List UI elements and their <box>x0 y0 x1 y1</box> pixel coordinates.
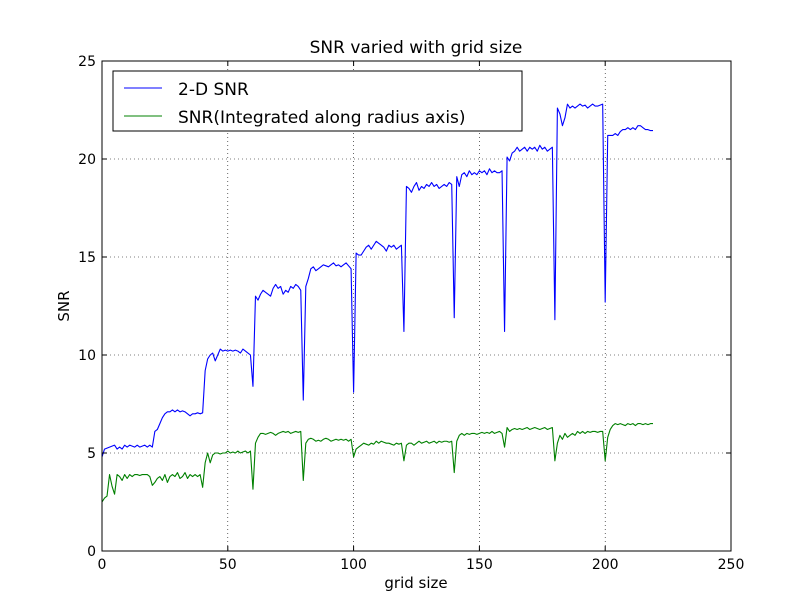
y-tick-label: 10 <box>78 348 96 364</box>
tick-layer: 0 50 100 150 200 250 0 5 10 15 20 25 <box>78 54 744 573</box>
y-tick-label: 20 <box>78 152 96 168</box>
legend-label-integrated-snr: SNR(Integrated along radius axis) <box>178 108 466 128</box>
x-axis-label: grid size <box>384 574 447 592</box>
x-tick-label: 150 <box>466 557 493 573</box>
chart-title: SNR varied with grid size <box>310 38 523 58</box>
legend-box <box>112 70 523 132</box>
legend: 2-D SNR SNR(Integrated along radius axis… <box>112 70 523 132</box>
series-layer <box>101 103 653 503</box>
y-axis-label: SNR <box>55 290 73 321</box>
y-tick-label: 0 <box>87 544 96 560</box>
series-line-2d-snr <box>101 103 653 458</box>
x-tick-label: 50 <box>219 557 237 573</box>
legend-label-2d-snr: 2-D SNR <box>178 80 249 100</box>
x-tick-label: 200 <box>592 557 619 573</box>
x-tick-label: 0 <box>98 557 107 573</box>
plot-frame <box>101 60 732 552</box>
grid-layer <box>102 61 731 551</box>
x-tick-label: 100 <box>340 557 367 573</box>
y-tick-label: 15 <box>78 250 96 266</box>
series-line-integrated-snr <box>101 423 653 503</box>
x-tick-label: 250 <box>718 557 745 573</box>
y-tick-label: 5 <box>87 446 96 462</box>
y-tick-label: 25 <box>78 54 96 70</box>
